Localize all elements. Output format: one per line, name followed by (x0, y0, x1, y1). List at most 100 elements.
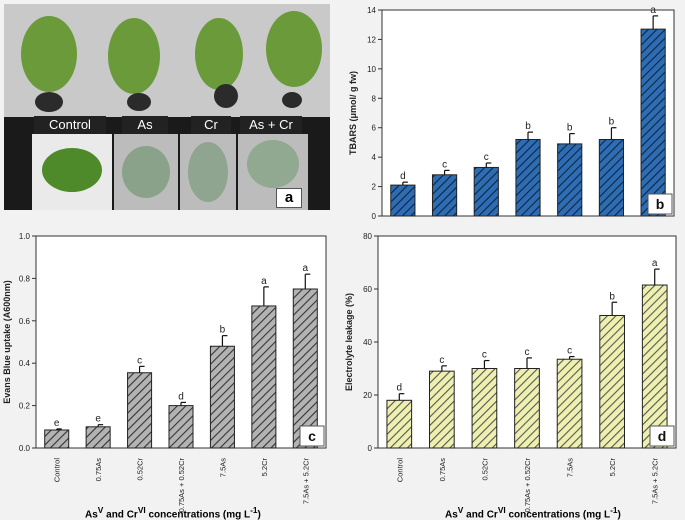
y-tick-label: 2 (372, 183, 377, 192)
significance-letter: a (261, 276, 267, 287)
bar (209, 345, 235, 449)
y-axis-label: Electrolyte leakage (%) (344, 293, 354, 391)
significance-letter: e (95, 414, 101, 425)
y-tick-label: 0.8 (19, 274, 31, 283)
panel-letter-box (647, 193, 673, 215)
significance-letter: c (567, 346, 572, 357)
x-tick-label: 0.75As + 0.52Cr (177, 458, 186, 513)
bar (557, 143, 583, 217)
bar (168, 405, 194, 449)
y-tick-label: 10 (367, 65, 376, 74)
y-tick-label: 4 (372, 153, 377, 162)
y-tick-label: 0.2 (19, 402, 31, 411)
photo-label-control: Control (34, 116, 106, 134)
chart-c-evans-blue: 0.0 0.2 0.4 0.6 0.8 1.0 Evans Blue uptake (A60… (2, 232, 327, 513)
leaf-photo-as-cr (238, 134, 308, 210)
y-axis-label: TBARS (μmol/ g fw) (348, 71, 358, 155)
bar (44, 429, 70, 449)
photo-label-as-cr: As + Cr (240, 116, 302, 134)
chart-d-electrolyte: 0 20 40 60 80 Electrolyte leakage (%) d Control… (344, 232, 677, 513)
leaf-photo-as (114, 134, 178, 210)
bar (292, 288, 318, 449)
significance-letter: a (303, 263, 309, 274)
significance-letter: b (525, 121, 531, 132)
significance-letter: e (54, 418, 60, 429)
bar (251, 305, 277, 449)
y-tick-label: 40 (363, 338, 372, 347)
bar (429, 370, 455, 449)
x-tick-label: 7.5As (566, 458, 575, 477)
y-tick-label: 0 (372, 212, 377, 221)
panel-letter-box (299, 425, 325, 447)
y-tick-label: 14 (367, 6, 376, 15)
x-tick-label: Control (395, 458, 404, 483)
y-tick-label: 0.4 (19, 359, 31, 368)
panel-letter: c (308, 428, 316, 444)
bar (515, 138, 541, 217)
y-tick-label: 12 (367, 35, 376, 44)
bar (390, 184, 416, 217)
significance-letter: d (397, 383, 403, 394)
bar (599, 315, 625, 449)
significance-letter: c (484, 152, 489, 163)
panel-letter-box (649, 425, 675, 447)
significance-letter: b (609, 291, 615, 302)
panel-letter: b (656, 196, 665, 212)
significance-letter: c (439, 355, 444, 366)
bar (556, 358, 583, 449)
y-tick-label: 0 (368, 444, 373, 453)
photo-label-cr: Cr (191, 116, 231, 134)
bar (640, 28, 666, 217)
x-tick-label: 0.52Cr (480, 458, 489, 481)
plant-illustration (21, 11, 322, 112)
bar (473, 166, 499, 217)
significance-letter: c (442, 159, 447, 170)
y-axis-label: Evans Blue uptake (A600nm) (2, 280, 12, 404)
leaf-photo-control (32, 134, 112, 210)
x-tick-label: 5.2Cr (260, 458, 269, 477)
x-axis-label-d: AsV and CrVI concentrations (mg L-1) (445, 505, 621, 520)
bar (431, 174, 458, 217)
significance-letter: c (482, 350, 487, 361)
x-tick-label: 5.2Cr (608, 458, 617, 477)
chart-b-tbars: 0 2 4 6 8 10 12 14 TBARS (μmol/ g fw) d c c b b b a b (348, 5, 675, 221)
y-tick-label: 80 (363, 232, 372, 241)
bar (641, 284, 668, 449)
x-tick-label: 0.75As (94, 458, 103, 482)
y-tick-label: 60 (363, 285, 372, 294)
significance-letter: d (400, 171, 406, 182)
significance-letter: b (567, 123, 573, 134)
x-tick-label: 7.5As + 5.2Cr (301, 458, 310, 505)
significance-letter: c (137, 355, 142, 366)
bar (85, 426, 111, 449)
photo-panel: Control As Cr As + Cr a (4, 4, 330, 210)
x-tick-label: Control (53, 458, 62, 483)
x-tick-label: 0.75As + 0.52Cr (523, 458, 532, 513)
y-tick-label: 0.0 (19, 444, 31, 453)
x-axis-label-c: AsV and CrVI concentrations (mg L-1) (85, 505, 261, 520)
y-tick-label: 6 (372, 124, 377, 133)
significance-letter: d (178, 391, 184, 402)
y-tick-label: 8 (372, 94, 377, 103)
bar (514, 368, 540, 449)
bar (471, 368, 498, 449)
significance-letter: c (525, 347, 530, 358)
bar (127, 372, 153, 449)
x-tick-label: 7.5As + 5.2Cr (651, 458, 660, 505)
plant-photo-strip (4, 4, 330, 117)
bar (386, 399, 413, 449)
panel-letter-a: a (276, 188, 302, 208)
x-tick-label: 0.75As (438, 458, 447, 482)
y-tick-label: 0.6 (19, 317, 31, 326)
y-tick-label: 1.0 (19, 232, 31, 241)
x-tick-label: 0.52Cr (136, 458, 145, 481)
x-tick-label: 7.5As (218, 458, 227, 477)
photo-label-as: As (122, 116, 168, 134)
y-tick-label: 20 (363, 391, 372, 400)
panel-letter: d (658, 428, 667, 444)
leaf-photo-cr (180, 134, 236, 210)
significance-letter: b (609, 117, 615, 128)
bar (598, 138, 625, 217)
significance-letter: b (220, 325, 226, 336)
significance-letter: a (652, 258, 658, 269)
